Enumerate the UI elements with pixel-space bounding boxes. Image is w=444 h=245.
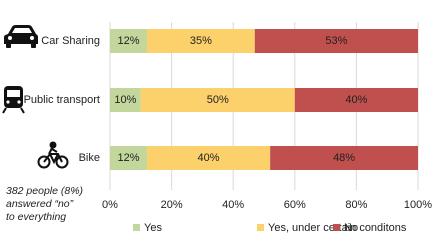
value-label: 12% (117, 152, 139, 164)
bar-segment (146, 146, 271, 170)
car-icon (4, 25, 38, 48)
bar-segment (254, 29, 418, 53)
annotation: answered “no” (6, 198, 74, 210)
x-tick-label: 40% (222, 199, 244, 211)
category-label: Bike (79, 152, 100, 164)
bar-segment (140, 88, 295, 112)
bar-segment (110, 88, 141, 112)
legend-label: Yes (144, 222, 162, 234)
annotation: 382 people (8%) (6, 185, 83, 197)
bar-segment (270, 146, 418, 170)
legend-label: No (344, 222, 358, 234)
category-label: Car Sharing (41, 35, 100, 47)
x-tick-label: 60% (284, 199, 306, 211)
value-label: 40% (345, 94, 367, 106)
value-label: 10% (114, 94, 136, 106)
bar-segment (146, 29, 255, 53)
x-tick-label: 20% (161, 199, 183, 211)
value-label: 48% (333, 152, 355, 164)
annotation: to everything (6, 211, 66, 223)
category-label: Public transport (24, 94, 100, 106)
legend-swatch (333, 224, 340, 231)
value-label: 40% (198, 152, 220, 164)
x-tick-label: 0% (102, 199, 118, 211)
legend-swatch (133, 224, 140, 231)
x-tick-label: 80% (345, 199, 367, 211)
value-label: 50% (207, 94, 229, 106)
value-label: 12% (117, 35, 139, 47)
bike-icon (37, 141, 69, 169)
bar-segment (294, 88, 418, 112)
bar-segment (110, 29, 147, 53)
train-icon (2, 86, 25, 114)
bar-segment (110, 146, 147, 170)
value-label: 35% (190, 35, 212, 47)
x-tick-label: 100% (404, 199, 432, 211)
value-label: 53% (325, 35, 347, 47)
legend-swatch (257, 224, 264, 231)
